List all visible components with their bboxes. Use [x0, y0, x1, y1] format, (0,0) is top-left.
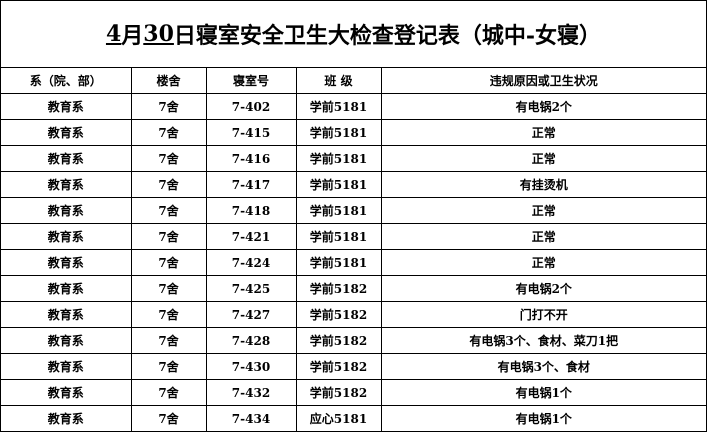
cell: 教育系: [1, 405, 132, 432]
cell: 教育系: [1, 119, 132, 146]
cell: 正常: [380, 223, 706, 250]
header-cell: 违规原因或卫生状况: [380, 68, 706, 94]
cell: 教育系: [1, 223, 132, 250]
title-part: 日寝室安全卫生大检查登记表（城中-女寝）: [173, 23, 602, 49]
cell: 学前5182: [295, 327, 382, 354]
cell: 教育系: [1, 145, 132, 172]
header-cell: 班 级: [295, 68, 382, 94]
cell: 学前5181: [295, 171, 382, 198]
cell: 学前5182: [295, 275, 382, 302]
cell: 7舍: [130, 145, 207, 172]
cell: 教育系: [1, 275, 132, 302]
cell: 正常: [380, 119, 706, 146]
row: 教育系 7舍 7-418 学前5181 正常: [1, 197, 706, 224]
cell: 7舍: [130, 353, 207, 380]
header-cell: 楼舍: [130, 68, 207, 94]
row: 教育系 7舍 7-417 学前5181 有挂烫机: [1, 171, 706, 198]
title-part: 4: [105, 21, 122, 47]
cell: 7-417: [205, 171, 297, 198]
cell: 7-434: [205, 405, 297, 432]
cell: 7-416: [205, 145, 297, 172]
cell: 7舍: [130, 93, 207, 120]
row: 教育系 7舍 7-415 学前5181 正常: [1, 119, 706, 146]
cell: 7-402: [205, 93, 297, 120]
cell: 教育系: [1, 249, 132, 276]
row: 教育系 7舍 7-425 学前5182 有电锅2个: [1, 275, 706, 302]
cell: 学前5182: [295, 301, 382, 328]
cell: 有电锅2个: [380, 275, 706, 302]
row: 教育系 7舍 7-421 学前5181 正常: [1, 223, 706, 250]
title-part: 月: [121, 23, 144, 49]
header-row: 系（院、部） 楼舍 寝室号班 级违规原因或卫生状况: [1, 68, 706, 94]
cell: 7-424: [205, 249, 297, 276]
cell: 学前5181: [295, 145, 382, 172]
cell: 7舍: [130, 171, 207, 198]
cell: 7舍: [130, 379, 207, 406]
cell: 7舍: [130, 249, 207, 276]
cell: 学前5182: [295, 379, 382, 406]
header-cell: 系（院、部）: [1, 68, 132, 94]
cell: 学前5181: [295, 197, 382, 224]
cell: 7舍: [130, 119, 207, 146]
cell: 7-428: [205, 327, 297, 354]
cell: 7-421: [205, 223, 297, 250]
cell: 有电锅3个、食材: [380, 353, 706, 380]
cell: 正常: [380, 249, 706, 276]
cell: 学前5182: [295, 353, 382, 380]
row: 教育系 7舍 7-432 学前5182 有电锅1个: [1, 379, 706, 406]
cell: 7舍: [130, 327, 207, 354]
title-part: 30: [143, 21, 174, 47]
cell: 7舍: [130, 223, 207, 250]
cell: 学前5181: [295, 93, 382, 120]
cell: 7舍: [130, 197, 207, 224]
cell: 7舍: [130, 301, 207, 328]
cell: 教育系: [1, 353, 132, 380]
cell: 7-418: [205, 197, 297, 224]
cell: 正常: [380, 197, 706, 224]
row: 教育系 7舍 7-424 学前5181 正常: [1, 249, 706, 276]
row: 教育系 7舍 7-402 学前5181 有电锅2个: [1, 93, 706, 120]
row: 教育系 7舍 7-427 学前5182 门打不开: [1, 301, 706, 328]
cell: 学前5181: [295, 119, 382, 146]
cell: 7-432: [205, 379, 297, 406]
cell: 有电锅1个: [380, 379, 706, 406]
row: 教育系 7舍 7-428 学前5182 有电锅3个、食材、菜刀1把: [1, 327, 706, 354]
cell: 教育系: [1, 171, 132, 198]
row: 教育系 7舍 7-416 学前5181 正常: [1, 145, 706, 172]
cell: 7-415: [205, 119, 297, 146]
cell: 门打不开: [380, 301, 706, 328]
cell: 学前5181: [295, 223, 382, 250]
cell: 7舍: [130, 275, 207, 302]
cell: 教育系: [1, 301, 132, 328]
cell: 7-427: [205, 301, 297, 328]
table: 系（院、部） 楼舍 寝室号班 级违规原因或卫生状况 教育系 7舍 7-402 学前5181 有…: [1, 68, 706, 432]
cell: 7-425: [205, 275, 297, 302]
cell: 有电锅1个: [380, 405, 706, 432]
row: 教育系 7舍 7-430 学前5182 有电锅3个、食材: [1, 353, 706, 380]
header-cell: 寝室号: [205, 68, 297, 94]
cell: 有电锅3个、食材、菜刀1把: [380, 327, 706, 354]
cell: 应心5181: [295, 405, 382, 432]
cell: 教育系: [1, 197, 132, 224]
cell: 教育系: [1, 93, 132, 120]
cell: 7-430: [205, 353, 297, 380]
cell: 教育系: [1, 379, 132, 406]
cell: 有挂烫机: [380, 171, 706, 198]
cell: 正常: [380, 145, 706, 172]
cell: 有电锅2个: [380, 93, 706, 120]
cell: 教育系: [1, 327, 132, 354]
cell: 7舍: [130, 405, 207, 432]
row: 教育系 7舍 7-434 应心5181 有电锅1个: [1, 405, 706, 432]
cell: 学前5181: [295, 249, 382, 276]
title: 4 月 30 日寝室安全卫生大检查登记表（城中-女寝）: [1, 1, 706, 68]
